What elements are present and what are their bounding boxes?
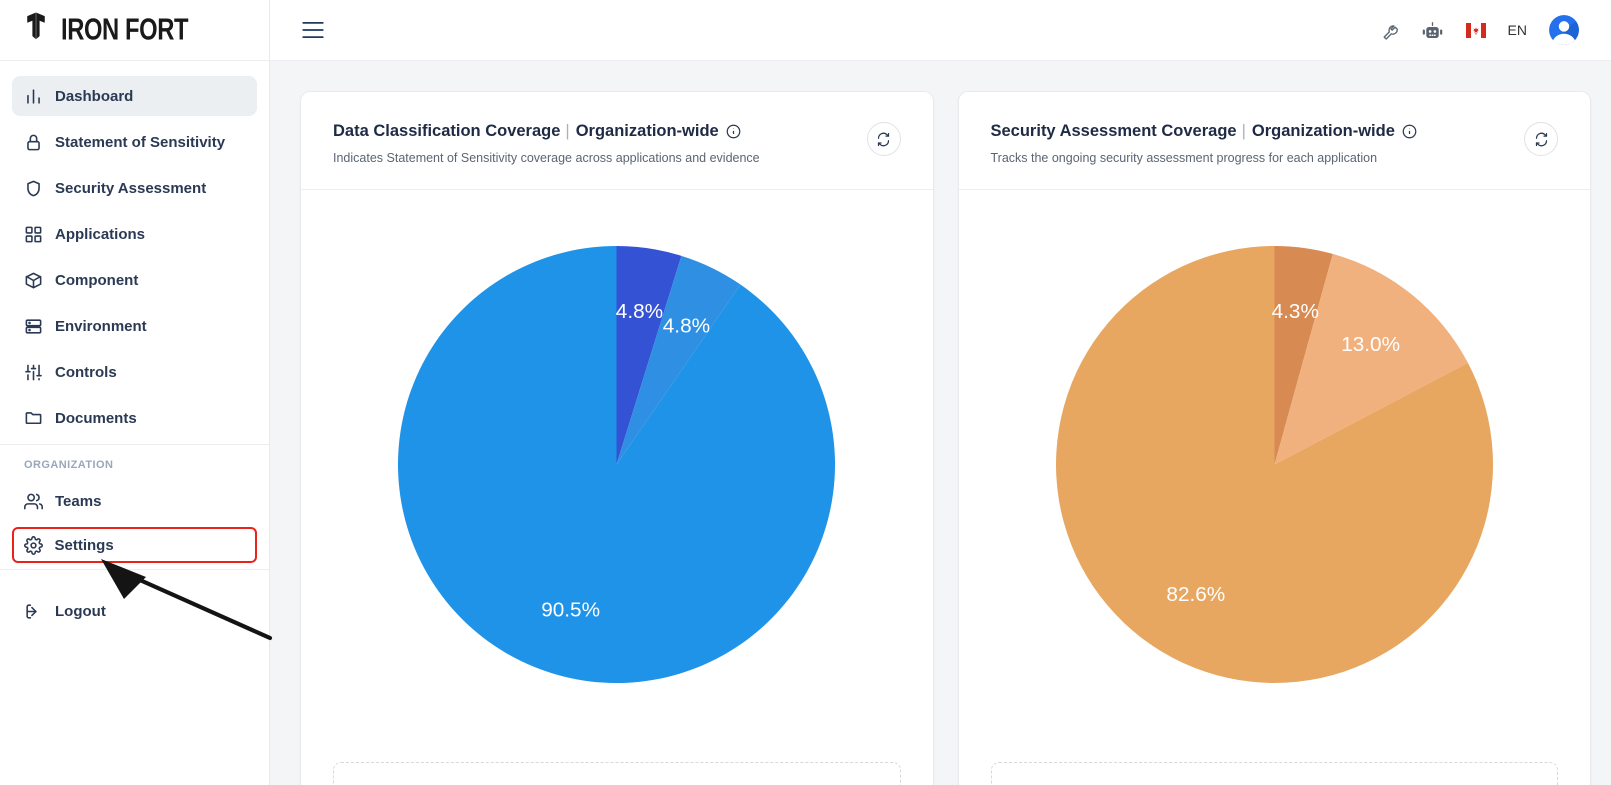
svg-text:4.8%: 4.8% xyxy=(616,300,663,323)
svg-text:4.3%: 4.3% xyxy=(1271,300,1318,323)
svg-text:90.5%: 90.5% xyxy=(541,598,600,621)
svg-text:82.6%: 82.6% xyxy=(1166,583,1225,606)
svg-text:4.8%: 4.8% xyxy=(663,314,710,337)
svg-text:13.0%: 13.0% xyxy=(1341,333,1400,356)
